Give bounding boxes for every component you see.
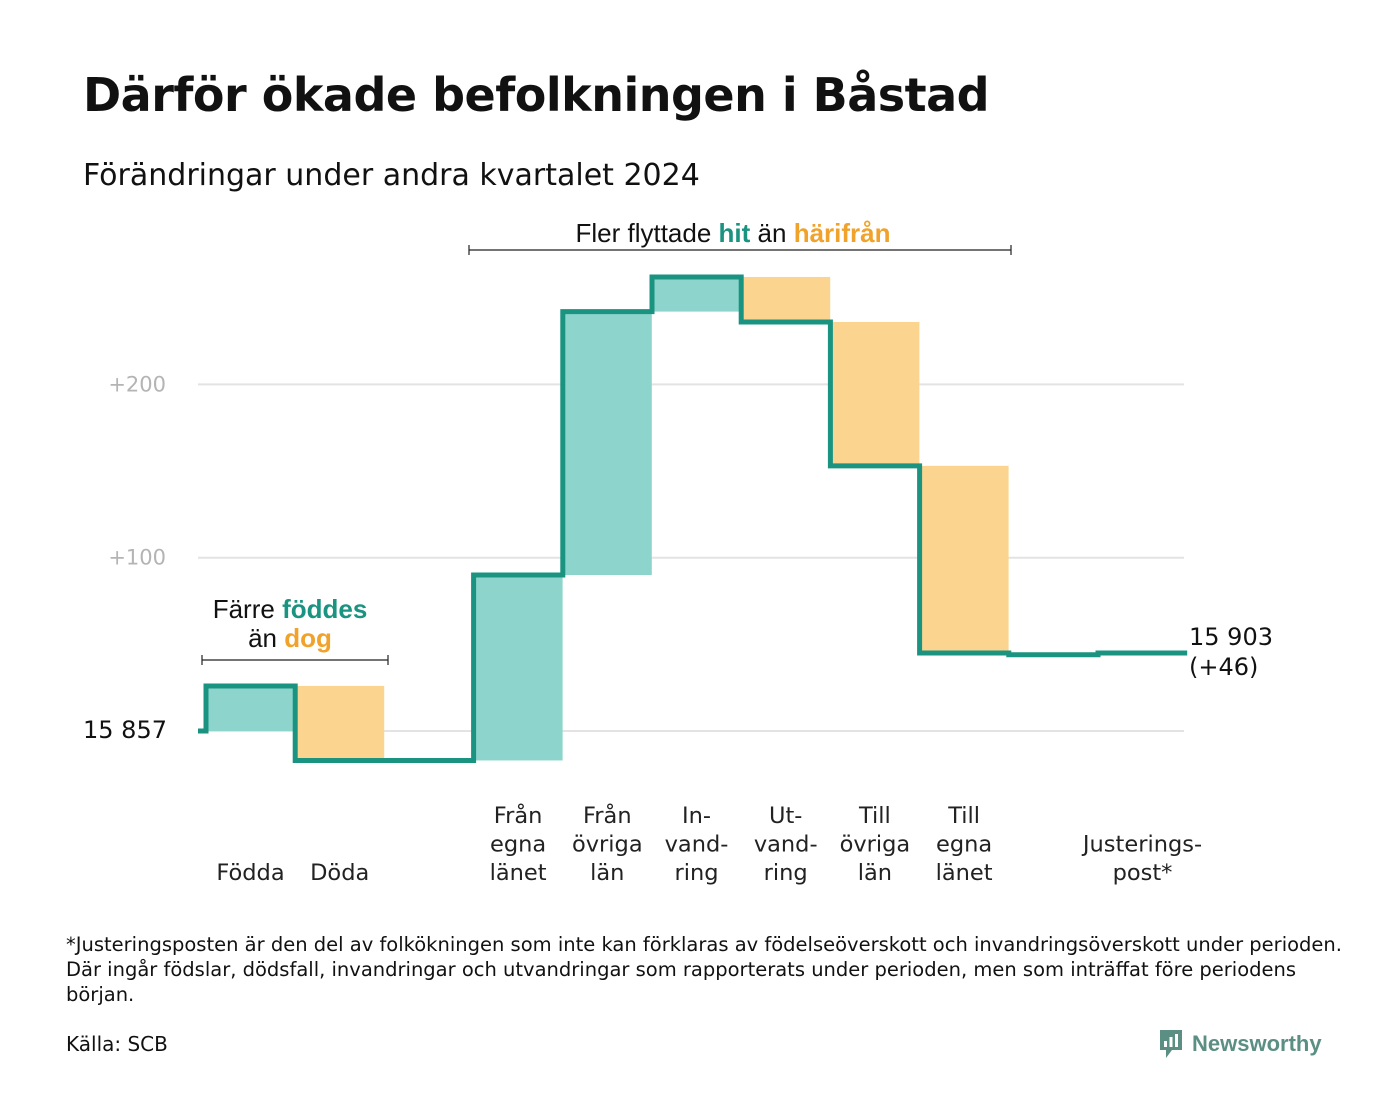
x-axis-label: Justerings- [1081, 832, 1202, 858]
x-axis-labels: Födda DödaFrånegnalänetFrånövrigalänIn-va… [216, 801, 1202, 886]
x-axis-label: egna [490, 832, 546, 858]
grid-lines [198, 383, 1184, 732]
increase-bar [652, 276, 741, 312]
brand-logo[interactable]: Newsworthy [1158, 1027, 1322, 1061]
x-axis-label: ring [764, 860, 808, 886]
x-axis-label: Ut- [769, 803, 802, 829]
chart-title: Därför ökade befolkningen i Båstad [83, 68, 990, 122]
x-axis-label: övriga [840, 832, 911, 858]
x-axis-label: In- [682, 803, 711, 829]
x-axis-label: Från [583, 801, 632, 829]
y-tick-label: +100 [108, 546, 166, 570]
svg-text:än dog: än dog [248, 623, 332, 653]
x-axis-label: ring [674, 860, 718, 886]
x-axis-label: länet [936, 860, 993, 886]
annotation-highlight-births: föddes [282, 594, 367, 624]
x-axis-label: Till [947, 803, 980, 829]
start-value-label: 15 857 [83, 716, 167, 744]
annotation-text: än [248, 623, 277, 653]
source-label: Källa: SCB [66, 1032, 168, 1056]
x-axis-label: egna [936, 832, 992, 858]
annotation-highlight-deaths: dog [284, 623, 332, 653]
x-axis-label: Till [858, 803, 891, 829]
footnote: *Justeringsposten är den del av folkökni… [66, 933, 1342, 1006]
decrease-bar [919, 465, 1009, 654]
decrease-bar [741, 276, 831, 323]
annotation-highlight-out: härifrån [794, 218, 891, 248]
svg-text:Färre föddes: Färre föddes [213, 594, 368, 624]
newsworthy-logo-icon [1160, 1030, 1182, 1058]
x-axis-label: länet [490, 860, 547, 886]
x-axis-label: Födda [216, 860, 284, 886]
increase-bar [473, 575, 563, 761]
chart-subtitle: Förändringar under andra kvartalet 2024 [83, 158, 700, 193]
waterfall-chart: +100+200 Födda DödaFrånegnalänetFrånövrig… [83, 218, 1273, 886]
increase-bar [206, 685, 295, 731]
x-axis-label: vand- [754, 832, 818, 858]
end-change-label: (+46) [1189, 653, 1258, 681]
annotation-text: Fler flyttade [575, 218, 711, 248]
cumulative-step-line [198, 274, 1188, 763]
cumulative-line [198, 274, 1188, 763]
annotation-text: Färre [213, 594, 275, 624]
annotation-highlight-in: hit [719, 218, 751, 248]
births-deaths-annotation: Färre föddes än dog [201, 594, 389, 665]
x-axis-label: vand- [665, 832, 729, 858]
x-axis-label: län [858, 860, 892, 886]
y-axis-ticks: +100 +200 [108, 372, 166, 569]
svg-text:Fler flyttade hit: Fler flyttade hit än härifrån [575, 218, 890, 248]
waterfall-bars [206, 276, 1009, 761]
brand-name: Newsworthy [1192, 1031, 1322, 1056]
decrease-bar [830, 322, 920, 466]
x-axis-label: övriga [572, 832, 643, 858]
migration-annotation: Fler flyttade hit än härifrån [468, 218, 1012, 255]
x-axis-label: post* [1113, 860, 1173, 886]
x-axis-label: Från [494, 801, 543, 829]
decrease-bar [295, 685, 385, 761]
end-value-label: 15 903 [1189, 623, 1273, 651]
increase-bar [562, 311, 652, 576]
y-tick-label: +200 [108, 372, 166, 396]
x-axis-label: Döda [310, 860, 369, 886]
x-axis-label: län [590, 860, 624, 886]
annotation-text: än [758, 218, 787, 248]
